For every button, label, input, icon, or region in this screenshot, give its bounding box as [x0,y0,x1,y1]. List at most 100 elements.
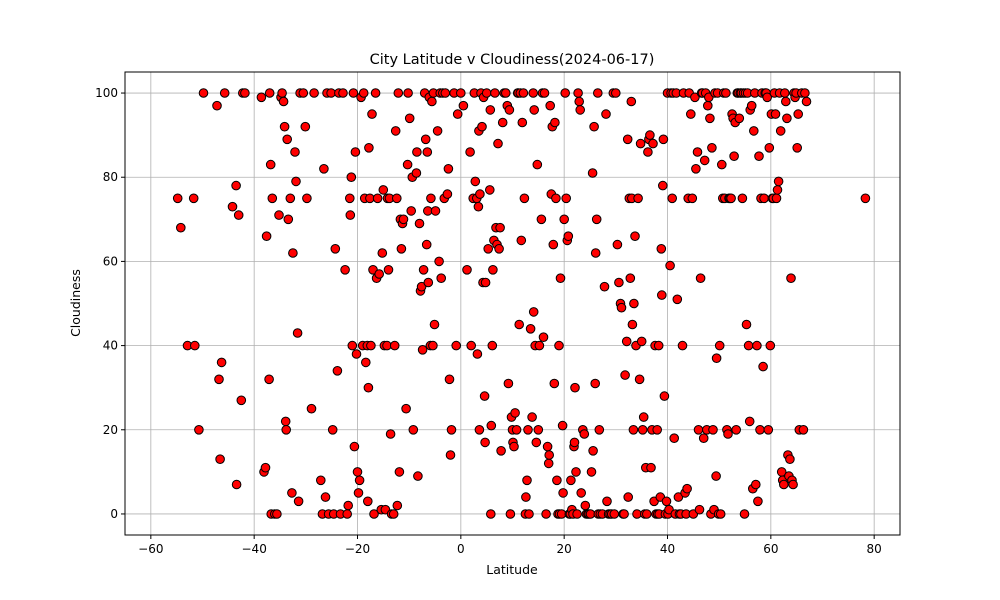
data-point [278,96,289,107]
data-point [436,273,447,284]
data-point [572,509,582,519]
data-point [576,488,587,498]
data-point [256,92,267,103]
x-tick-label: −40 [242,542,267,556]
data-point [652,425,663,435]
data-point [215,454,225,465]
data-point [533,425,544,435]
y-axis-label: Cloudiness [68,269,83,337]
data-point [486,509,496,519]
data-point [265,159,276,170]
data-point [754,151,764,161]
data-point [212,100,222,111]
data-point [214,374,224,385]
data-point [648,138,658,149]
data-point [672,294,683,305]
data-point [451,340,462,351]
data-point [589,121,599,132]
data-point [593,88,603,98]
data-point [430,206,441,216]
x-tick-label: 20 [557,542,572,556]
data-point [531,437,542,448]
data-point [516,235,527,246]
data-point [401,403,411,414]
data-point [573,88,583,98]
data-point [587,168,598,178]
data-point [290,147,300,157]
data-point [772,185,783,195]
data-point [402,159,413,170]
data-point [421,239,432,250]
data-point [711,471,721,481]
data-point [695,273,706,284]
data-point [536,214,547,225]
data-point [580,500,591,511]
data-point [383,265,394,275]
data-point [490,88,500,98]
data-point [198,88,209,98]
data-point [693,425,704,435]
y-tick-label: 100 [95,86,118,100]
data-point [775,126,786,136]
data-point [630,231,640,241]
data-point [525,324,536,334]
data-point [534,340,545,351]
data-point [544,450,555,460]
data-point [548,239,559,250]
data-point [509,441,519,452]
x-tick-label: 80 [867,542,882,556]
data-point [392,193,402,204]
data-point [302,193,312,204]
data-point [781,96,791,107]
data-point [442,189,453,199]
data-point [514,319,525,330]
data-point [782,113,792,124]
data-point [261,231,272,241]
data-point [653,340,664,351]
data-point [377,248,388,258]
data-point [330,244,341,254]
data-point [634,374,645,385]
data-point [686,109,696,119]
data-point [503,378,514,389]
data-point [351,349,362,359]
data-point [749,126,759,136]
data-point [574,96,585,107]
data-point [575,105,586,115]
data-point [343,500,354,511]
data-point [374,269,385,279]
data-point [487,340,498,351]
data-point [389,340,400,351]
data-point [762,92,773,103]
data-point [726,193,736,204]
data-point [316,475,326,486]
data-point [793,109,804,119]
data-point [528,307,539,317]
data-point [394,467,405,477]
data-point [505,509,516,519]
data-point [554,340,564,351]
data-point [440,88,451,98]
data-point [661,496,672,507]
data-point [485,105,496,115]
data-point [277,88,287,98]
data-point [342,509,353,519]
data-point [602,496,612,507]
data-point [267,193,278,204]
data-point [423,277,434,288]
data-point [779,479,789,490]
data-point [279,121,290,132]
data-point [667,193,678,204]
data-point [477,121,487,132]
data-point [282,134,293,145]
data-point [717,159,727,170]
data-point [292,328,303,338]
data-point [352,467,363,477]
data-point [579,429,590,439]
data-point [345,210,356,220]
data-point [642,509,652,519]
data-point [557,420,568,431]
data-point [588,446,598,456]
data-point [703,100,713,111]
chart-title: City Latitude v Cloudiness(2024-06-17) [370,52,655,68]
